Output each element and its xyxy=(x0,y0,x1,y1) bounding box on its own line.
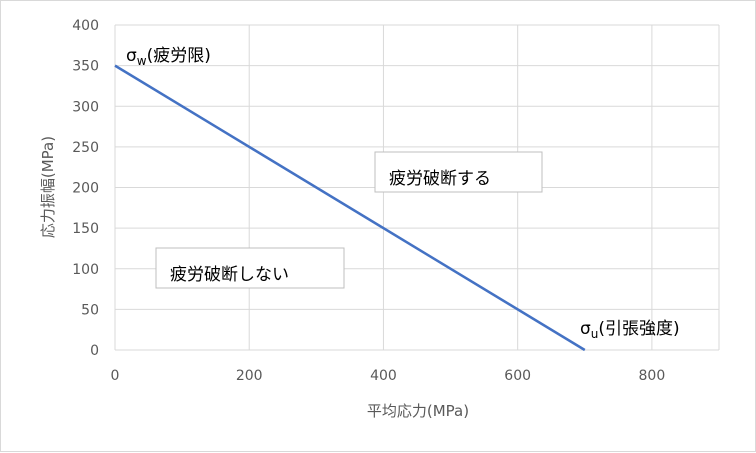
y-tick-label: 400 xyxy=(72,18,99,34)
tensile-strength-text: (引張強度) xyxy=(598,319,679,339)
tensile-strength-subscript: u xyxy=(591,327,599,341)
x-tick-label: 800 xyxy=(639,368,666,384)
x-tick-label: 400 xyxy=(370,368,397,384)
y-tick-label: 50 xyxy=(81,302,99,318)
tick-labels: 0 50 100 150 200 250 300 350 400 0 200 400 600 800 xyxy=(72,18,665,384)
x-tick-label: 200 xyxy=(236,368,263,384)
series-line xyxy=(114,64,586,352)
y-tick-label: 200 xyxy=(72,181,99,197)
series-layer xyxy=(114,64,586,352)
y-tick-label: 300 xyxy=(72,99,99,115)
fatigue-limit-annotation: σw(疲労限) xyxy=(126,46,211,68)
no-fracture-label-box xyxy=(155,247,345,289)
y-tick-label: 0 xyxy=(90,343,99,359)
x-tick-label: 600 xyxy=(504,368,531,384)
y-tick-label: 250 xyxy=(72,140,99,156)
fatigue-limit-text: (疲労限) xyxy=(147,46,211,66)
y-tick-label: 100 xyxy=(72,262,99,278)
tensile-strength-annotation: σu(引張強度) xyxy=(580,319,680,341)
y-tick-label: 150 xyxy=(72,221,99,237)
tensile-strength-symbol: σ xyxy=(580,319,591,339)
x-tick-label: 0 xyxy=(111,368,120,384)
fatigue-limit-subscript: w xyxy=(137,54,147,68)
fracture-label: 疲労破断する xyxy=(389,169,491,189)
fracture-label-box xyxy=(374,151,543,193)
fatigue-limit-symbol: σ xyxy=(126,46,137,66)
y-tick-label: 350 xyxy=(72,59,99,75)
no-fracture-label: 疲労破断しない xyxy=(170,265,289,285)
y-axis-title: 応力振幅(MPa) xyxy=(39,136,57,238)
x-axis-title: 平均応力(MPa) xyxy=(367,402,469,420)
